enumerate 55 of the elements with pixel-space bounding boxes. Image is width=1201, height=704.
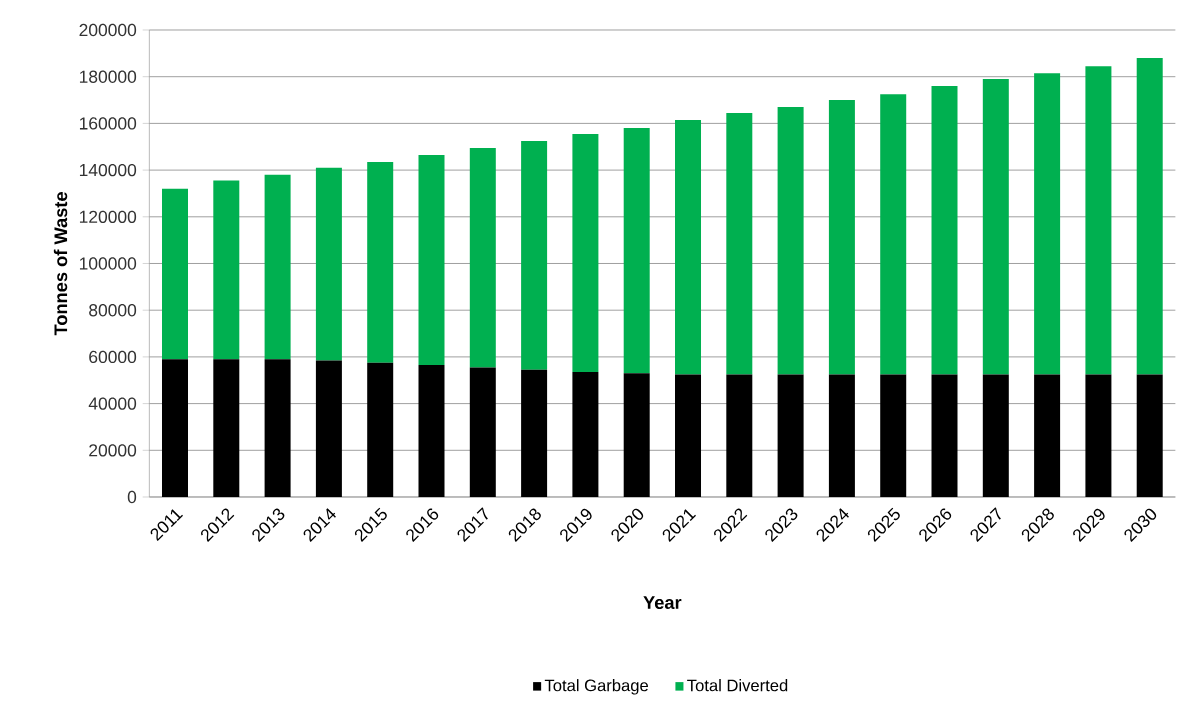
bar	[469, 147, 496, 368]
bar	[931, 374, 958, 497]
bar	[162, 188, 188, 360]
bar	[931, 86, 958, 375]
bar	[982, 374, 1009, 497]
bar	[315, 360, 342, 497]
bar	[521, 140, 548, 370]
bar	[1034, 73, 1061, 375]
bar	[469, 367, 496, 497]
y-tick-label: 0	[127, 490, 137, 504]
legend-label: Total Diverted	[687, 679, 788, 692]
y-tick-label: 40000	[88, 397, 137, 410]
bar	[264, 174, 291, 360]
bar	[213, 359, 240, 497]
bar	[726, 374, 753, 497]
bar	[572, 133, 599, 373]
y-tick-label: 60000	[89, 350, 137, 364]
bar	[367, 161, 394, 363]
bar	[880, 94, 907, 375]
bar	[264, 359, 291, 497]
legend-label: Total Garbage	[544, 679, 648, 695]
bar	[521, 369, 548, 497]
bar	[828, 100, 855, 375]
bar	[1034, 374, 1061, 497]
bar	[418, 154, 445, 366]
bar	[828, 374, 855, 497]
bar	[880, 374, 907, 497]
bar	[675, 374, 702, 497]
bar	[572, 372, 599, 497]
y-tick-label: 200000	[79, 23, 137, 37]
bar	[1136, 374, 1163, 497]
y-tick-label: 160000	[79, 117, 137, 130]
bar	[623, 128, 650, 374]
bar	[675, 119, 702, 375]
y-tick-label: 180000	[79, 70, 137, 83]
y-tick-label: 120000	[79, 210, 137, 223]
bar	[982, 79, 1009, 375]
bar	[315, 167, 342, 361]
bar	[162, 359, 188, 497]
bar	[1085, 66, 1112, 375]
y-tick-label: 80000	[89, 304, 137, 317]
bar	[213, 180, 240, 360]
bar	[367, 362, 394, 497]
y-tick-label: 20000	[89, 444, 137, 457]
bar	[726, 112, 753, 375]
bar	[418, 365, 445, 497]
y-axis-title: Tonnes of Waste	[53, 192, 68, 336]
bar	[777, 107, 804, 375]
bar	[1136, 58, 1163, 375]
y-tick-label: 100000	[79, 257, 137, 270]
bar	[623, 373, 650, 497]
x-axis-title: Year	[643, 596, 682, 610]
bar	[1085, 374, 1112, 497]
y-tick-label: 140000	[79, 163, 137, 177]
bar	[777, 374, 804, 497]
